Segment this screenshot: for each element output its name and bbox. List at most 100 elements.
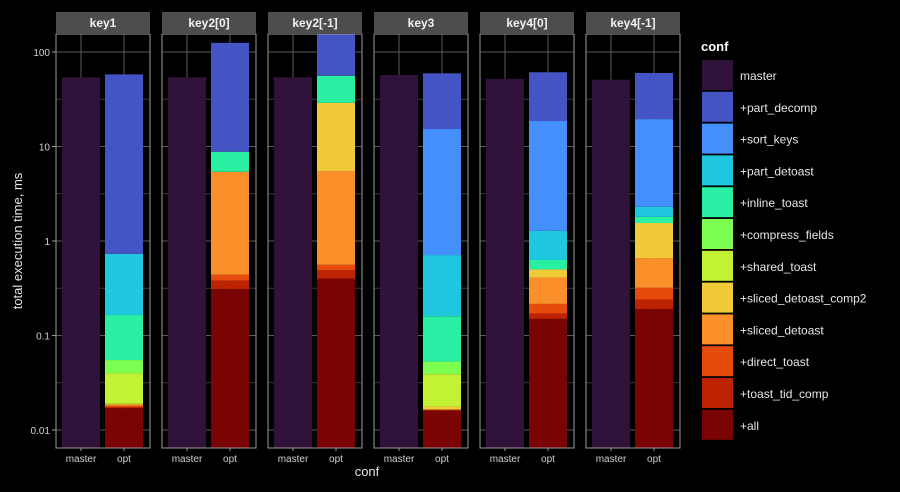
- legend-label: +sliced_detoast: [740, 323, 824, 337]
- bar-opt-segment-sort_keys: [529, 121, 567, 231]
- bar-opt-segment-direct_toast: [635, 288, 673, 300]
- bar-opt-segment-sort_keys: [423, 129, 461, 255]
- facet-strip-label: key4[-1]: [610, 16, 655, 30]
- legend-swatch: [702, 155, 733, 185]
- legend-label: +sliced_detoast_comp2: [740, 292, 867, 306]
- bar-opt-segment-toast_tid_comp: [529, 314, 567, 319]
- bar-opt-segment-sliced_detoast_comp2: [529, 269, 567, 277]
- legend-label: +shared_toast: [740, 260, 817, 274]
- bar-opt-segment-toast_tid_comp: [635, 300, 673, 310]
- bar-opt-segment-direct_toast: [423, 410, 461, 411]
- bar-opt-segment-sliced_detoast: [529, 278, 567, 304]
- legend-label: +toast_tid_comp: [740, 387, 829, 401]
- legend-swatch: [702, 314, 733, 344]
- x-tick-label: opt: [435, 454, 449, 465]
- x-tick-label: master: [66, 454, 97, 465]
- bar-opt-segment-inline_toast: [423, 316, 461, 361]
- legend-label: +sort_keys: [740, 133, 798, 147]
- bar-master: [274, 77, 312, 448]
- bar-master: [592, 80, 630, 448]
- bar-opt-segment-part_decomp: [529, 72, 567, 121]
- legend-swatch: [702, 187, 733, 217]
- legend-label: +part_detoast: [740, 164, 814, 178]
- legend-label: master: [740, 69, 777, 83]
- bar-opt-segment-inline_toast: [529, 260, 567, 269]
- bar-opt-segment-toast_tid_comp: [211, 281, 249, 289]
- legend-swatch: [702, 124, 733, 154]
- bar-opt-segment-shared_toast: [105, 373, 143, 404]
- bar-opt-segment-part_detoast: [423, 255, 461, 316]
- y-tick-label: 100: [33, 48, 50, 59]
- x-tick-label: master: [278, 454, 309, 465]
- bar-opt-segment-all: [317, 279, 355, 448]
- legend-swatch: [702, 283, 733, 313]
- legend-swatch: [702, 219, 733, 249]
- y-tick-label: 10: [39, 143, 51, 154]
- bar-opt-segment-sliced_detoast: [635, 258, 673, 288]
- legend-label: +part_decomp: [740, 101, 817, 115]
- bar-master: [168, 77, 206, 448]
- legend-label: +direct_toast: [740, 355, 810, 369]
- x-tick-label: opt: [541, 454, 555, 465]
- bar-opt-segment-part_decomp: [105, 74, 143, 254]
- x-tick-label: master: [172, 454, 203, 465]
- x-tick-label: opt: [647, 454, 661, 465]
- bar-opt-segment-sliced_detoast: [105, 405, 143, 406]
- bar-master: [62, 77, 100, 448]
- bar-opt-segment-part_detoast: [635, 207, 673, 217]
- bar-opt-segment-direct_toast: [105, 406, 143, 407]
- x-tick-label: opt: [329, 454, 343, 465]
- bar-master: [380, 75, 418, 448]
- bar-opt-segment-sort_keys: [635, 119, 673, 207]
- bar-opt-segment-all: [529, 319, 567, 448]
- facet-strip-label: key2[-1]: [292, 16, 337, 30]
- bar-opt-segment-sliced_detoast_comp2: [635, 223, 673, 258]
- legend-swatch: [702, 60, 733, 90]
- bar-opt-segment-part_detoast: [529, 231, 567, 260]
- facet-strip-label: key2[0]: [188, 16, 229, 30]
- bar-opt-segment-all: [635, 309, 673, 448]
- x-tick-label: master: [596, 454, 627, 465]
- legend-label: +inline_toast: [740, 196, 808, 210]
- facet-strip-label: key3: [408, 16, 435, 30]
- legend-swatch: [702, 346, 733, 376]
- bar-opt-segment-sliced_detoast_comp2: [423, 407, 461, 410]
- bar-opt-segment-direct_toast: [211, 275, 249, 281]
- bar-opt-segment-sliced_detoast_comp2: [105, 404, 143, 405]
- x-tick-label: master: [490, 454, 521, 465]
- legend-swatch: [702, 92, 733, 122]
- bar-opt-segment-inline_toast: [635, 217, 673, 223]
- legend-label: +compress_fields: [740, 228, 834, 242]
- bar-opt-segment-toast_tid_comp: [423, 410, 461, 411]
- y-axis-label: total execution time, ms: [10, 172, 25, 309]
- bar-opt-segment-all: [211, 289, 249, 448]
- legend-label: +all: [740, 419, 759, 433]
- bar-opt-segment-all: [423, 411, 461, 448]
- bar-opt-segment-shared_toast: [423, 374, 461, 406]
- bar-opt-segment-inline_toast: [211, 152, 249, 172]
- bar-opt-segment-inline_toast: [317, 76, 355, 103]
- bar-opt-segment-all: [105, 408, 143, 448]
- legend-swatch: [702, 251, 733, 281]
- x-tick-label: master: [384, 454, 415, 465]
- legend-swatch: [702, 410, 733, 440]
- x-axis-label: conf: [355, 464, 380, 479]
- y-tick-label: 0.01: [31, 426, 51, 437]
- bar-master: [486, 79, 524, 448]
- bar-opt-segment-direct_toast: [529, 304, 567, 314]
- legend-title: conf: [701, 39, 729, 54]
- facet-strip-label: key1: [90, 16, 117, 30]
- bar-opt-segment-inline_toast: [105, 315, 143, 360]
- bar-opt-segment-toast_tid_comp: [317, 270, 355, 278]
- y-tick-label: 0.1: [36, 332, 50, 343]
- bar-opt-segment-part_decomp: [423, 73, 461, 129]
- bar-opt-segment-sliced_detoast: [317, 171, 355, 265]
- bar-opt-segment-compress_fields: [423, 362, 461, 375]
- x-tick-label: opt: [223, 454, 237, 465]
- bar-opt-segment-sliced_detoast: [211, 172, 249, 275]
- bar-opt-segment-part_decomp: [317, 33, 355, 76]
- bar-opt-segment-part_decomp: [211, 43, 249, 152]
- x-tick-label: opt: [117, 454, 131, 465]
- bar-opt-segment-part_detoast: [105, 254, 143, 315]
